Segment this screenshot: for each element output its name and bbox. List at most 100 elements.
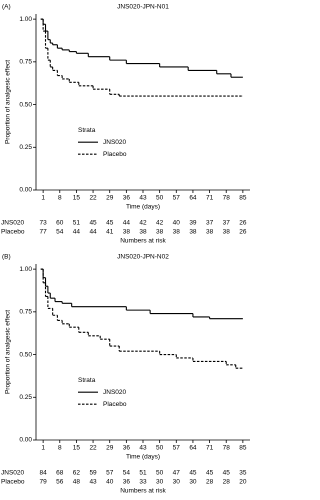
risk-value: 38: [189, 229, 197, 236]
y-tick-label: 0.00: [19, 437, 32, 444]
risk-value: 39: [189, 220, 197, 227]
x-tick-label: 43: [139, 195, 147, 202]
y-tick-label: 0.50: [19, 101, 32, 108]
risk-value: 38: [123, 229, 131, 236]
risk-row-label: JNS020: [1, 470, 25, 477]
y-tick-label: 0.75: [19, 59, 32, 66]
risk-value: 54: [56, 229, 64, 236]
risk-value: 38: [156, 229, 164, 236]
risk-value: 51: [139, 470, 147, 477]
risk-value: 44: [123, 220, 131, 227]
risk-value: 73: [40, 220, 48, 227]
y-tick-label: 0.50: [19, 351, 32, 358]
risk-value: 59: [89, 470, 97, 477]
x-tick-label: 8: [58, 445, 62, 452]
y-tick-label: 0.75: [19, 309, 32, 316]
y-tick-label: 1.00: [19, 16, 32, 23]
risk-value: 38: [206, 229, 214, 236]
x-tick-label: 15: [73, 195, 81, 202]
x-tick-label: 36: [123, 195, 131, 202]
risk-value: 28: [206, 479, 214, 486]
risk-row-label: Placebo: [1, 229, 25, 236]
x-tick-label: 50: [156, 445, 164, 452]
risk-value: 45: [106, 220, 114, 227]
risk-value: 36: [123, 479, 131, 486]
risk-value: 44: [89, 229, 97, 236]
risk-value: 38: [223, 229, 231, 236]
risk-value: 41: [106, 229, 114, 236]
x-tick-label: 57: [173, 195, 181, 202]
risk-value: 42: [139, 220, 147, 227]
x-tick-label: 22: [89, 445, 97, 452]
x-tick-label: 78: [223, 445, 231, 452]
x-tick-label: 1: [41, 195, 45, 202]
legend-label: JNS020: [103, 389, 127, 396]
risk-value: 40: [173, 220, 181, 227]
legend-title: Strata: [78, 127, 96, 134]
legend-label: Placebo: [103, 401, 127, 408]
risk-value: 45: [189, 470, 197, 477]
chart-title: JNS020-JPN-N01: [117, 4, 169, 11]
risk-value: 84: [40, 470, 48, 477]
risk-value: 33: [139, 479, 147, 486]
risk-value: 54: [123, 470, 131, 477]
risk-value: 38: [139, 229, 147, 236]
figure: (A) JNS020-JPN-N01 0.00 0.25 0.50 0.75 1.00 Pro…: [1, 4, 250, 495]
risk-value: 47: [173, 470, 181, 477]
risk-value: 35: [239, 470, 247, 477]
risk-value: 50: [156, 470, 164, 477]
risk-value: 48: [73, 479, 81, 486]
x-tick-label: 22: [89, 195, 97, 202]
y-tick-label: 0.00: [19, 187, 32, 194]
x-tick-label: 57: [173, 445, 181, 452]
risk-value: 51: [73, 220, 81, 227]
y-axis-label: Proportion of analgesic effect: [5, 310, 12, 394]
chart-title: JNS020-JPN-N02: [117, 254, 169, 261]
risk-value: 45: [223, 470, 231, 477]
x-axis-label: Time (days): [126, 454, 160, 461]
panel-label: (B): [2, 254, 11, 261]
x-tick-label: 85: [239, 445, 247, 452]
risk-value: 42: [156, 220, 164, 227]
risk-value: 26: [239, 220, 247, 227]
x-tick-label: 43: [139, 445, 147, 452]
legend-title: Strata: [78, 377, 96, 384]
legend-label: JNS020: [103, 139, 127, 146]
risk-value: 68: [56, 470, 64, 477]
x-tick-label: 78: [223, 195, 231, 202]
risk-value: 20: [239, 479, 247, 486]
risk-value: 30: [189, 479, 197, 486]
risk-table-title: Numbers at risk: [120, 238, 166, 245]
x-tick-label: 64: [189, 195, 197, 202]
risk-value: 28: [223, 479, 231, 486]
x-tick-label: 29: [106, 445, 114, 452]
risk-value: 30: [156, 479, 164, 486]
risk-value: 43: [89, 479, 97, 486]
risk-value: 37: [223, 220, 231, 227]
y-tick-label: 0.25: [19, 144, 32, 151]
risk-value: 79: [40, 479, 48, 486]
x-tick-label: 71: [206, 195, 214, 202]
x-tick-label: 36: [123, 445, 131, 452]
legend-label: Placebo: [103, 151, 127, 158]
x-tick-label: 85: [239, 195, 247, 202]
panel-label: (A): [2, 4, 11, 11]
x-tick-label: 1: [41, 445, 45, 452]
risk-value: 56: [56, 479, 64, 486]
x-axis-label: Time (days): [126, 204, 160, 211]
x-tick-label: 29: [106, 195, 114, 202]
risk-value: 26: [239, 229, 247, 236]
risk-table-title: Numbers at risk: [120, 488, 166, 495]
x-tick-label: 50: [156, 195, 164, 202]
x-tick-label: 8: [58, 195, 62, 202]
y-tick-label: 1.00: [19, 266, 32, 273]
x-tick-label: 71: [206, 445, 214, 452]
risk-row-label: Placebo: [1, 479, 25, 486]
risk-value: 57: [106, 470, 114, 477]
risk-value: 77: [40, 229, 48, 236]
risk-row-label: JNS020: [1, 220, 25, 227]
risk-value: 60: [56, 220, 64, 227]
y-axis-label: Proportion of analgesic effect: [5, 60, 12, 144]
y-tick-label: 0.25: [19, 394, 32, 401]
x-tick-label: 64: [189, 445, 197, 452]
